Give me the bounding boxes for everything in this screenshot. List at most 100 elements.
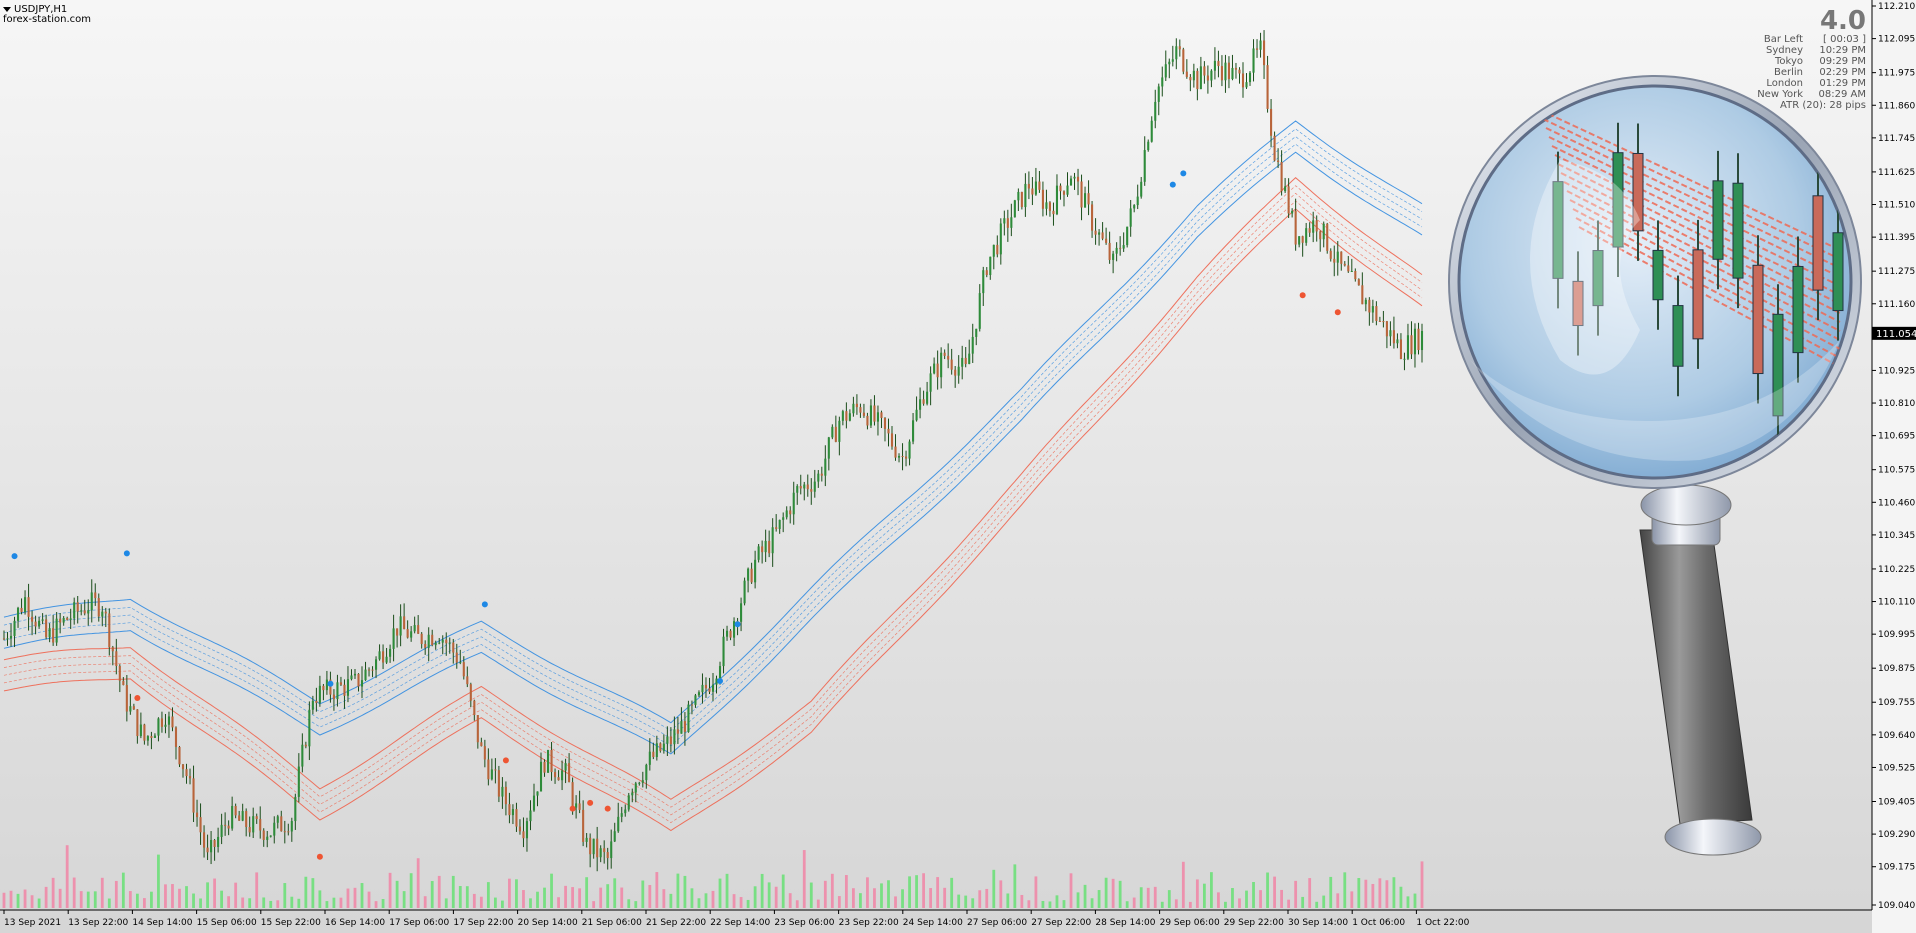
volume-bar: [718, 878, 722, 908]
session-name: Tokyo: [1774, 56, 1803, 67]
volume-bar: [543, 887, 546, 908]
candle-body: [536, 791, 539, 796]
candle-body: [964, 357, 967, 365]
time-tick-label: 23 Sep 06:00: [774, 918, 834, 928]
time-tick-label: 13 Sep 2021: [4, 918, 61, 928]
price-tick-label: 111.160: [1878, 300, 1915, 310]
candle-body: [669, 736, 672, 745]
sell-signal-dot: [1299, 292, 1306, 299]
time-tick-label: 28 Sep 14:00: [1095, 918, 1155, 928]
price-tick-label: 109.755: [1878, 698, 1915, 708]
candle-body: [469, 684, 472, 701]
candle-body: [371, 669, 374, 671]
candle-body: [754, 559, 757, 583]
volume-bar: [1202, 883, 1206, 908]
volume-bar: [557, 897, 560, 908]
candle-body: [1143, 150, 1146, 182]
candle-body: [146, 736, 149, 741]
session-time: 02:29 PM: [1819, 67, 1866, 78]
candle-body: [1227, 62, 1231, 80]
candle-body: [1206, 75, 1209, 81]
candle-body: [775, 527, 778, 529]
volume-bar: [1174, 899, 1178, 908]
volume-bar: [276, 900, 280, 908]
candle-body: [866, 415, 869, 426]
volume-histogram: [2, 845, 1424, 908]
candle-body: [487, 759, 490, 780]
volume-bar: [339, 897, 343, 908]
candle-body: [62, 617, 65, 623]
candle-body: [718, 666, 722, 679]
candle-body: [1305, 228, 1308, 243]
candle-body: [610, 841, 613, 859]
triangle-down-icon[interactable]: [3, 7, 11, 12]
candle-body: [1389, 330, 1392, 337]
candle-body: [761, 546, 764, 553]
volume-bar: [830, 873, 834, 908]
candle-body: [606, 852, 609, 859]
session-name: New York: [1757, 89, 1803, 100]
candle-body: [357, 673, 360, 687]
candle-body: [452, 642, 455, 653]
volume-bar: [922, 873, 925, 908]
candle-body: [31, 616, 34, 622]
price-tick-label: 109.875: [1878, 664, 1915, 674]
candle-body: [273, 822, 276, 836]
time-tick-label: 15 Sep 22:00: [261, 918, 321, 928]
candle-body: [1280, 162, 1283, 192]
time-axis-ticks: 13 Sep 2021 13 Sep 22:00 14 Sep 14:00 15 Se…: [3, 910, 1470, 928]
candle-body: [329, 679, 332, 695]
price-tick-label: 111.275: [1878, 267, 1915, 277]
candle-body: [589, 837, 592, 855]
candle-body: [153, 735, 156, 738]
candle-body: [634, 783, 637, 793]
candle-body: [841, 411, 844, 421]
candle-body: [641, 780, 644, 783]
candle-body: [1248, 72, 1252, 83]
volume-bar: [1139, 887, 1143, 908]
candle-body: [1287, 186, 1290, 214]
session-time: 10:29 PM: [1819, 45, 1866, 56]
volume-bar: [501, 900, 504, 908]
candle-body: [438, 642, 441, 644]
candle-body: [1385, 321, 1388, 337]
candle-body: [1413, 328, 1417, 355]
candle-body: [283, 831, 286, 833]
candle-body: [1255, 48, 1259, 50]
candle-body: [1410, 335, 1413, 355]
volume-bar: [1413, 893, 1417, 908]
volume-bar: [16, 893, 20, 908]
candle-body: [1217, 60, 1220, 67]
candle-body: [568, 763, 571, 783]
candle-body: [252, 816, 255, 833]
candle-body: [848, 413, 851, 421]
volume-bar: [627, 899, 631, 908]
price-tick-label: 112.095: [1878, 35, 1915, 45]
candle-body: [855, 403, 858, 408]
lens-glare: [1530, 160, 1640, 375]
candle-body: [810, 489, 813, 492]
time-tick-label: 17 Sep 22:00: [453, 918, 513, 928]
volume-bar: [1210, 872, 1213, 908]
candle-body: [961, 357, 964, 367]
candle-body: [869, 405, 872, 426]
magnified-candle: [1652, 249, 1664, 301]
volume-bar: [1350, 891, 1354, 908]
time-tick-label: 30 Sep 14:00: [1288, 918, 1348, 928]
candle-body: [1294, 210, 1297, 245]
candle-body: [1189, 76, 1192, 81]
candle-body: [768, 540, 771, 554]
volume-bar: [620, 887, 624, 908]
volume-bar: [423, 896, 427, 908]
volume-bar: [992, 869, 996, 908]
candle-body: [83, 610, 86, 614]
sell-signal-dot: [587, 799, 594, 806]
lower-band-line: [3, 208, 1423, 832]
candle-body: [919, 399, 922, 410]
candle-body: [1052, 210, 1055, 215]
candle-body: [631, 792, 634, 796]
candle-body: [174, 727, 178, 747]
volume-bar: [1259, 890, 1262, 908]
candle-body: [1399, 339, 1402, 359]
